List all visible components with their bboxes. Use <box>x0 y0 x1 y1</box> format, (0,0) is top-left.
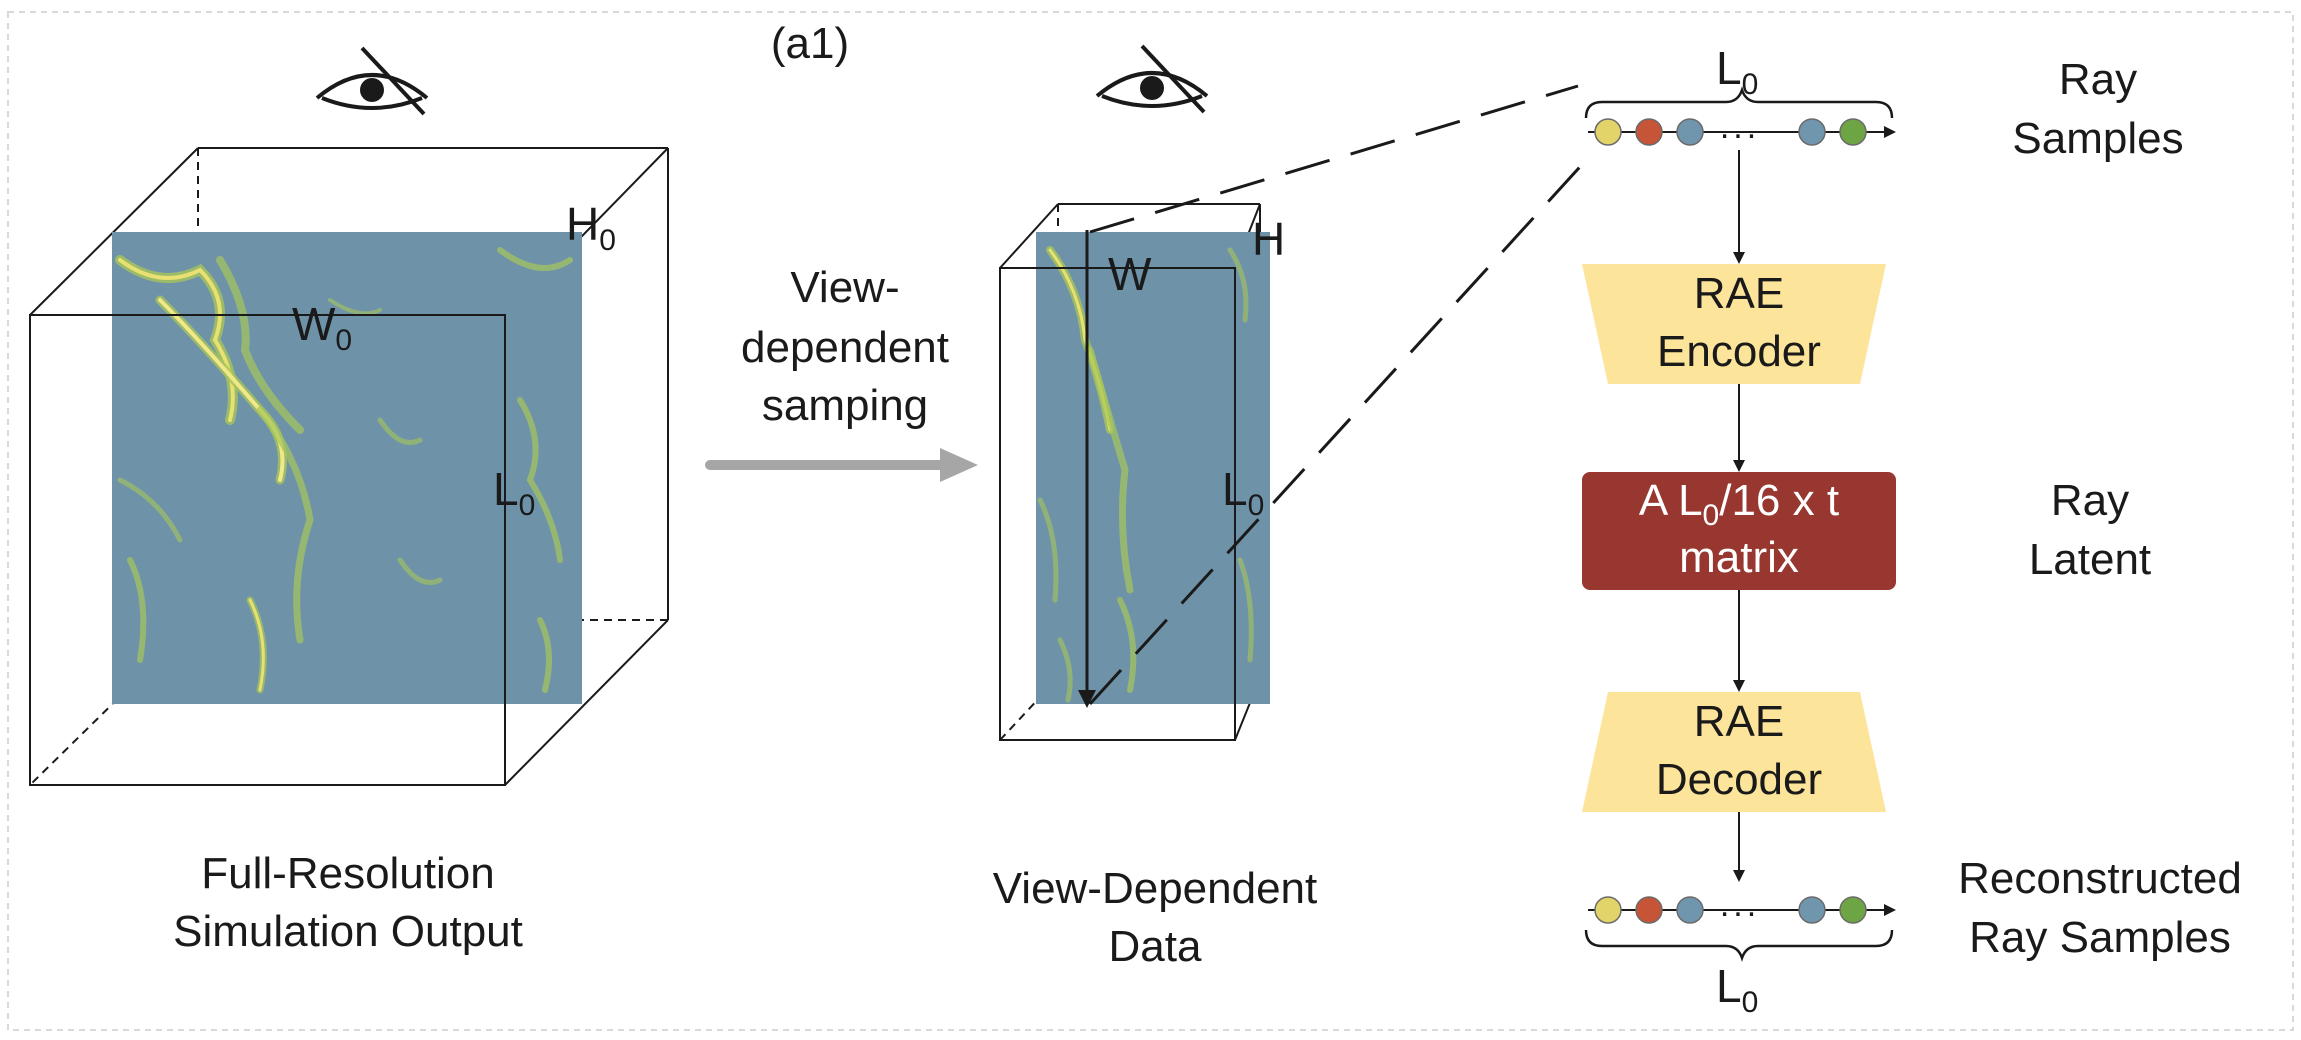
full-res-volume <box>29 147 669 786</box>
arrow-label-line1: View- <box>790 263 899 312</box>
ray-latent-label-line1: Ray <box>2051 476 2129 525</box>
encoder-line1: RAE <box>1694 269 1784 318</box>
sample-dot <box>1594 896 1622 924</box>
bottom-brace <box>1584 929 1894 962</box>
view-dependent-volume <box>999 203 1270 741</box>
left-h-label: H0 <box>566 198 616 257</box>
mid-w-label: W <box>1108 248 1152 300</box>
mid-caption-line1: View-Dependent <box>993 864 1318 913</box>
recon-label-line1: Reconstructed <box>1958 854 2242 903</box>
bottom-l-label: L0 <box>1716 960 1758 1019</box>
latent-line2: matrix <box>1679 533 1799 582</box>
zoom-lines <box>1088 84 1590 706</box>
sample-dot <box>1798 118 1826 146</box>
eye-icon <box>315 46 429 116</box>
sampling-arrow <box>705 448 978 482</box>
left-caption-line1: Full-Resolution <box>201 849 494 898</box>
ray-latent-label-line2: Latent <box>2029 535 2151 584</box>
mid-h-label: H <box>1252 213 1285 265</box>
left-l-label: L0 <box>493 463 535 522</box>
view-filaments <box>1037 246 1254 703</box>
latent-matrix-block: A L0/16 x t matrix <box>1582 472 1896 590</box>
filaments <box>115 247 573 694</box>
sample-dot <box>1594 118 1622 146</box>
pipeline-connectors <box>1733 150 1745 882</box>
eye-icon <box>1095 44 1209 114</box>
rae-decoder-block: RAE Decoder <box>1582 692 1886 812</box>
sample-dot <box>1676 896 1704 924</box>
top-brace <box>1584 86 1894 119</box>
arrow-label-line2: dependent <box>741 323 949 372</box>
view-slice <box>1036 232 1270 704</box>
sample-dot <box>1798 896 1826 924</box>
ellipsis: ... <box>1720 108 1760 146</box>
sample-dot <box>1635 118 1663 146</box>
decoder-line1: RAE <box>1694 697 1784 746</box>
arrow-label-line3: samping <box>762 381 928 430</box>
decoder-line2: Decoder <box>1656 755 1822 804</box>
left-w-label: W0 <box>292 298 352 357</box>
mid-l-label: L0 <box>1222 463 1264 522</box>
sample-dot <box>1635 896 1663 924</box>
sample-dot <box>1839 896 1867 924</box>
left-caption-line2: Simulation Output <box>173 907 523 956</box>
sample-dot <box>1676 118 1704 146</box>
panel-label: (a1) <box>771 19 849 68</box>
recon-label-line2: Ray Samples <box>1969 913 2231 962</box>
ellipsis: ... <box>1720 886 1760 924</box>
latent-line1: A L0/16 x t <box>1639 476 1839 532</box>
outer-frame <box>7 11 2294 1031</box>
mid-caption-line2: Data <box>1109 922 1202 971</box>
encoder-line2: Encoder <box>1657 327 1821 376</box>
ray-samples-label-line1: Ray <box>2059 55 2137 104</box>
top-l-label: L0 <box>1716 42 1758 101</box>
rae-encoder-block: RAE Encoder <box>1582 264 1886 384</box>
ray-samples-bottom: ... <box>1588 886 1896 924</box>
sample-dot <box>1839 118 1867 146</box>
ray-samples-top: ... <box>1588 108 1896 146</box>
ray-samples-label-line2: Samples <box>2012 114 2183 163</box>
